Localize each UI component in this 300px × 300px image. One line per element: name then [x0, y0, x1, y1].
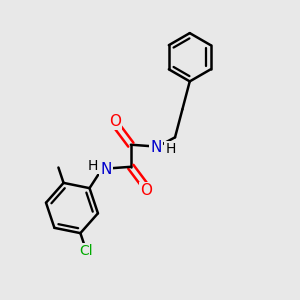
Text: H: H — [87, 159, 98, 173]
Text: O: O — [140, 183, 152, 198]
Text: O: O — [109, 114, 121, 129]
Text: Cl: Cl — [79, 244, 93, 258]
Text: H: H — [165, 142, 176, 156]
Text: N: N — [100, 162, 112, 177]
Text: N: N — [150, 140, 162, 155]
